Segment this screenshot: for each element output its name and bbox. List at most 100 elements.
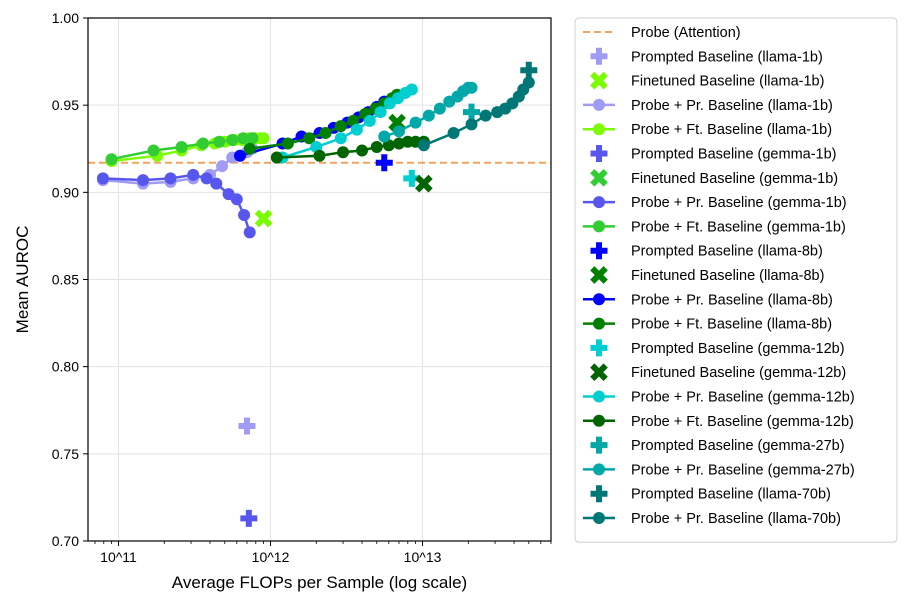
data-point <box>234 149 247 162</box>
legend-item: Probe (Attention) <box>583 25 741 41</box>
data-point <box>403 169 421 187</box>
legend-label: Probe + Pr. Baseline (llama-70b) <box>631 511 841 527</box>
legend-item: Probe + Pr. Baseline (llama-1b) <box>583 98 833 114</box>
legend-label: Prompted Baseline (gemma-12b) <box>631 341 845 357</box>
legend-handle-marker <box>593 98 605 111</box>
data-point <box>303 132 316 145</box>
legend-handle-marker <box>593 512 605 524</box>
data-point <box>334 132 347 145</box>
legend-label: Prompted Baseline (gemma-27b) <box>631 438 845 454</box>
legend-item: Probe + Pr. Baseline (gemma-27b) <box>583 462 855 478</box>
series-probe-ft-baseline-gemma-1b <box>105 132 259 166</box>
data-point <box>337 146 350 159</box>
legend-item: Probe + Ft. Baseline (llama-8b) <box>583 317 832 333</box>
data-point <box>522 76 535 89</box>
legend-handle-marker <box>590 168 608 187</box>
legend-item: Probe + Pr. Baseline (llama-70b) <box>583 511 841 527</box>
x-tick-label: 10^12 <box>252 549 290 565</box>
data-point <box>374 106 387 119</box>
legend-label: Probe + Pr. Baseline (gemma-27b) <box>631 462 855 478</box>
data-point <box>230 193 243 206</box>
data-point <box>422 109 435 122</box>
series-prompted-baseline-gemma-27b <box>463 103 481 121</box>
legend-label: Probe + Pr. Baseline (llama-8b) <box>631 292 833 308</box>
legend-item: Probe + Ft. Baseline (gemma-1b) <box>583 219 846 235</box>
series-prompted-baseline-gemma-12b <box>403 169 421 187</box>
legend-label: Probe + Pr. Baseline (gemma-12b) <box>631 390 855 406</box>
data-point <box>200 172 213 185</box>
legend-label: Probe + Pr. Baseline (llama-1b) <box>631 98 833 114</box>
data-point <box>465 81 478 94</box>
data-point <box>105 153 118 166</box>
legend-item: Probe + Pr. Baseline (llama-8b) <box>583 292 833 308</box>
series-prompted-baseline-llama-1b <box>238 417 256 435</box>
data-point <box>370 141 383 154</box>
data-point <box>334 120 347 133</box>
legend-box <box>574 17 898 543</box>
legend-handle-marker <box>590 339 608 357</box>
data-point <box>246 132 259 145</box>
legend-handle-marker <box>590 485 608 503</box>
data-point <box>479 109 492 122</box>
y-tick-label: 0.90 <box>52 184 79 200</box>
data-point <box>447 127 460 140</box>
data-point <box>392 125 405 138</box>
y-axis-label: Mean AUROC <box>13 226 32 334</box>
legend-handle-marker <box>590 436 608 454</box>
data-point <box>216 160 229 173</box>
series-prompted-baseline-llama-8b <box>375 154 393 172</box>
legend-handle-marker <box>590 266 608 284</box>
data-point <box>465 118 478 131</box>
series-probe-pr-baseline-gemma-27b <box>378 81 478 143</box>
x-tick-label: 10^13 <box>404 549 442 565</box>
series-probe-pr-baseline-llama-70b <box>417 76 535 152</box>
data-point <box>243 142 256 155</box>
legend-label: Prompted Baseline (gemma-1b) <box>631 147 837 163</box>
y-tick-label: 0.80 <box>52 359 79 375</box>
data-point <box>147 144 160 157</box>
series-finetuned-baseline-llama-1b <box>254 209 273 228</box>
data-point <box>210 177 223 190</box>
legend-item: Probe + Ft. Baseline (gemma-12b) <box>583 414 854 430</box>
series-probe-pr-baseline-gemma-12b <box>276 83 418 164</box>
data-point <box>409 116 422 129</box>
legend-item: Prompted Baseline (gemma-12b) <box>590 339 845 357</box>
legend-handle-marker <box>590 363 608 382</box>
data-point <box>417 139 430 152</box>
legend-handle-marker <box>590 47 608 65</box>
data-point <box>415 174 433 193</box>
legend-item: Finetuned Baseline (gemma-1b) <box>590 168 838 187</box>
legend-label: Finetuned Baseline (llama-8b) <box>631 268 824 284</box>
x-axis-label: Average FLOPs per Sample (log scale) <box>172 573 467 592</box>
legend-label: Prompted Baseline (llama-70b) <box>631 487 831 503</box>
series-probe-pr-baseline-gemma-1b <box>96 168 256 239</box>
legend-label: Probe + Ft. Baseline (gemma-1b) <box>631 219 846 235</box>
legend-item: Prompted Baseline (llama-1b) <box>590 47 823 65</box>
legend-handle-marker <box>593 220 605 233</box>
data-point <box>164 172 177 185</box>
data-point <box>313 149 326 162</box>
legend-label: Prompted Baseline (llama-1b) <box>631 49 823 65</box>
legend-item: Prompted Baseline (llama-70b) <box>590 485 831 503</box>
legend-label: Finetuned Baseline (gemma-12b) <box>631 365 846 381</box>
legend-handle-marker <box>593 123 605 136</box>
data-point <box>356 144 369 157</box>
legend: Probe (Attention) Prompted Baseline (llam… <box>574 17 898 543</box>
grid <box>88 17 551 542</box>
legend-item: Probe + Ft. Baseline (llama-1b) <box>583 122 832 138</box>
legend-label: Probe + Pr. Baseline (gemma-1b) <box>631 195 847 211</box>
legend-label: Probe (Attention) <box>631 25 741 41</box>
legend-label: Probe + Ft. Baseline (gemma-12b) <box>631 414 854 430</box>
y-axis: 0.70 0.75 0.80 0.85 0.90 0.95 1.00 <box>52 10 88 549</box>
data-point <box>319 127 332 140</box>
data-point <box>238 208 251 221</box>
legend-handle-marker <box>593 463 605 476</box>
legend-handle-marker <box>593 414 605 427</box>
data-point <box>213 135 226 148</box>
legend-item: Prompted Baseline (gemma-27b) <box>590 436 845 454</box>
data-point <box>433 102 446 115</box>
legend-handle-marker <box>590 242 608 260</box>
data-point <box>281 137 294 150</box>
data-point <box>363 114 376 127</box>
data-point <box>197 137 210 150</box>
